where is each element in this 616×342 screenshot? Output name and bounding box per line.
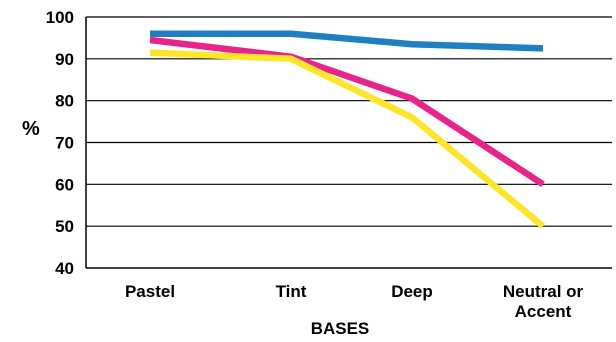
series-line-3 [149, 49, 546, 229]
y-tick-label: 60 [55, 175, 74, 194]
y-tick-label: 70 [55, 134, 74, 153]
x-tick-label: Neutral or Accent [503, 282, 584, 321]
y-tick-label: 40 [55, 259, 74, 278]
x-tick-label: Pastel [125, 282, 175, 301]
y-tick-labels: 40 50 60 70 80 90 100 [46, 8, 74, 278]
x-axis-title: BASES [311, 319, 370, 338]
y-tick-label: 100 [46, 8, 74, 27]
y-tick-label: 80 [55, 92, 74, 111]
x-tick-labels: Pastel Tint Deep Neutral or Accent [125, 282, 584, 321]
series-lines [149, 30, 546, 229]
series-line-2 [149, 36, 545, 188]
x-tick-label: Deep [391, 282, 433, 301]
series-line-1 [150, 30, 544, 52]
axes [85, 17, 612, 269]
y-axis-title: % [22, 118, 40, 140]
x-tick-label: Tint [276, 282, 307, 301]
y-tick-label: 90 [55, 50, 74, 69]
grid-lines [86, 16, 612, 227]
y-tick-label: 50 [55, 217, 74, 236]
